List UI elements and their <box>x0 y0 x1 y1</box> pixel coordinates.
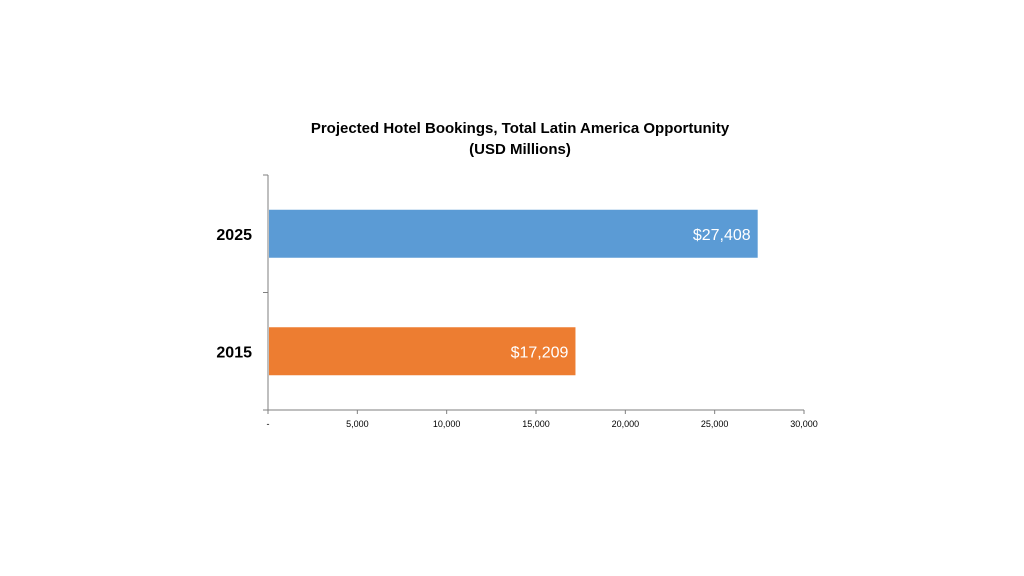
category-label-2025: 2025 <box>216 227 252 244</box>
x-tick-label: 5,000 <box>346 419 369 429</box>
data-label-2025: $27,408 <box>693 227 751 244</box>
x-tick-label: 20,000 <box>612 419 640 429</box>
chart-title: Projected Hotel Bookings, Total Latin Am… <box>220 118 820 160</box>
chart-axes <box>263 174 805 414</box>
x-tick-label: - <box>267 419 270 429</box>
data-label-2015: $17,209 <box>511 344 569 361</box>
x-tick-label: 15,000 <box>522 419 550 429</box>
chart-subtitle: (USD Millions) <box>469 141 571 158</box>
chart-bars <box>269 209 758 376</box>
bar-2015 <box>269 327 576 376</box>
chart-title-line: Projected Hotel Bookings, Total Latin Am… <box>310 120 730 137</box>
bar-2025 <box>269 209 758 258</box>
x-tick-label: 25,000 <box>701 419 729 429</box>
chart-labels: - 5,000 10,000 15,000 20,000 25,000 30,000 2025… <box>216 227 817 429</box>
x-tick-label: 30,000 <box>790 419 818 429</box>
category-label-2015: 2015 <box>216 344 252 361</box>
x-tick-label: 10,000 <box>433 419 461 429</box>
